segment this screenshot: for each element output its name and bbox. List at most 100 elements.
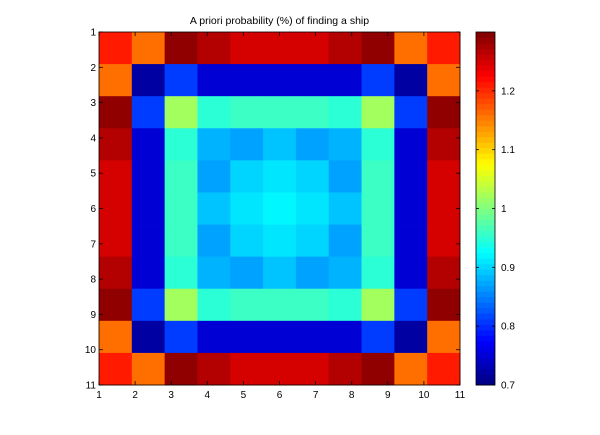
heatmap-cell: [394, 320, 428, 354]
heatmap-cell: [263, 288, 297, 322]
heatmap-cell: [328, 64, 362, 97]
heatmap-cell: [230, 96, 264, 129]
heatmap-cell: [197, 128, 231, 161]
colorbar-swatch: [476, 136, 495, 143]
heatmap-cell: [361, 32, 395, 65]
heatmap-cell: [197, 160, 231, 193]
heatmap-cell: [164, 224, 198, 258]
heatmap-cell: [394, 160, 428, 193]
heatmap-cell: [230, 352, 264, 386]
heatmap-cells: [99, 32, 461, 386]
heatmap-cell: [361, 288, 395, 322]
colorbar-swatch: [476, 59, 495, 66]
colorbar-tick-label: 0.8: [501, 322, 515, 333]
x-tick-label: 2: [132, 390, 138, 401]
y-tick-label: 9: [90, 310, 96, 321]
heatmap-cell: [164, 320, 198, 354]
colorbar-swatch: [476, 202, 495, 209]
heatmap-cell: [295, 352, 330, 386]
colorbar-swatch: [476, 346, 495, 353]
heatmap-cell: [427, 64, 461, 97]
colorbar-swatch: [476, 65, 495, 72]
colorbar-swatch: [476, 379, 495, 386]
heatmap-cell: [197, 288, 231, 322]
heatmap-cell: [131, 224, 166, 258]
heatmap-cell: [427, 288, 461, 322]
heatmap-cell: [328, 288, 362, 322]
heatmap-cell: [263, 128, 297, 161]
heatmap-cell: [164, 64, 198, 97]
colorbar-swatch: [476, 87, 495, 94]
heatmap-cell: [131, 288, 166, 322]
heatmap-cell: [427, 128, 461, 161]
x-tick-label: 9: [385, 390, 391, 401]
heatmap-cell: [263, 256, 297, 290]
colorbar-swatch: [476, 103, 495, 110]
heatmap-cell: [394, 64, 428, 97]
colorbar-swatch: [476, 291, 495, 298]
y-tick-label: 4: [90, 133, 96, 144]
colorbar-tick-label: 1: [501, 204, 507, 215]
colorbar-swatch: [476, 142, 495, 149]
colorbar-swatch: [476, 241, 495, 248]
colorbar-swatch: [476, 186, 495, 193]
heatmap-cell: [230, 64, 264, 97]
heatmap-cell: [361, 96, 395, 129]
heatmap-cell: [99, 256, 133, 290]
heatmap-cell: [295, 128, 330, 161]
heatmap-cell: [197, 64, 231, 97]
colorbar-swatch: [476, 302, 495, 309]
heatmap-cell: [263, 192, 297, 225]
colorbar-swatch: [476, 214, 495, 221]
heatmap-cell: [361, 224, 395, 258]
colorbar-tick-label: 0.7: [501, 381, 515, 392]
heatmap-cell: [164, 32, 198, 65]
heatmap-cell: [427, 96, 461, 129]
heatmap-cell: [394, 352, 428, 386]
heatmap-cell: [197, 192, 231, 225]
heatmap-cell: [99, 32, 133, 65]
y-tick-label: 2: [90, 63, 96, 74]
heatmap-cell: [164, 352, 198, 386]
heatmap-cell: [230, 224, 264, 258]
heatmap-cell: [164, 96, 198, 129]
colorbar-swatch: [476, 43, 495, 50]
x-tick-label: 7: [313, 390, 319, 401]
colorbar-swatch: [476, 169, 495, 176]
heatmap-cell: [263, 224, 297, 258]
colorbar-swatch: [476, 48, 495, 55]
colorbar-swatch: [476, 335, 495, 342]
x-tick-label: 4: [205, 390, 211, 401]
heatmap-cell: [427, 224, 461, 258]
colorbar-swatch: [476, 164, 495, 171]
heatmap-cell: [328, 192, 362, 225]
heatmap-cell: [328, 96, 362, 129]
y-tick-label: 11: [86, 381, 97, 392]
colorbar-swatch: [476, 274, 495, 281]
colorbar-tick-label: 0.9: [501, 263, 515, 274]
heatmap-cell: [427, 352, 461, 386]
heatmap-cell: [230, 256, 264, 290]
heatmap-cell: [427, 320, 461, 354]
colorbar-swatch: [476, 70, 495, 77]
heatmap-cell: [328, 32, 362, 65]
colorbar-swatch: [476, 120, 495, 127]
heatmap-cell: [131, 352, 166, 386]
colorbar-swatch: [476, 208, 495, 215]
colorbar-swatch: [476, 98, 495, 105]
colorbar-swatch: [476, 92, 495, 99]
heatmap-cell: [230, 128, 264, 161]
colorbar-swatch: [476, 318, 495, 325]
y-tick-label: 8: [90, 275, 96, 286]
colorbar-swatch: [476, 236, 495, 243]
y-tick-label: 5: [90, 169, 96, 180]
colorbar-swatch: [476, 225, 495, 232]
heatmap-cell: [295, 256, 330, 290]
y-tick-label: 7: [90, 239, 96, 250]
heatmap-cell: [295, 320, 330, 354]
heatmap-cell: [99, 64, 133, 97]
colorbar-swatch: [476, 54, 495, 61]
heatmap-cell: [99, 352, 133, 386]
heatmap-cell: [394, 288, 428, 322]
heatmap-cell: [230, 288, 264, 322]
